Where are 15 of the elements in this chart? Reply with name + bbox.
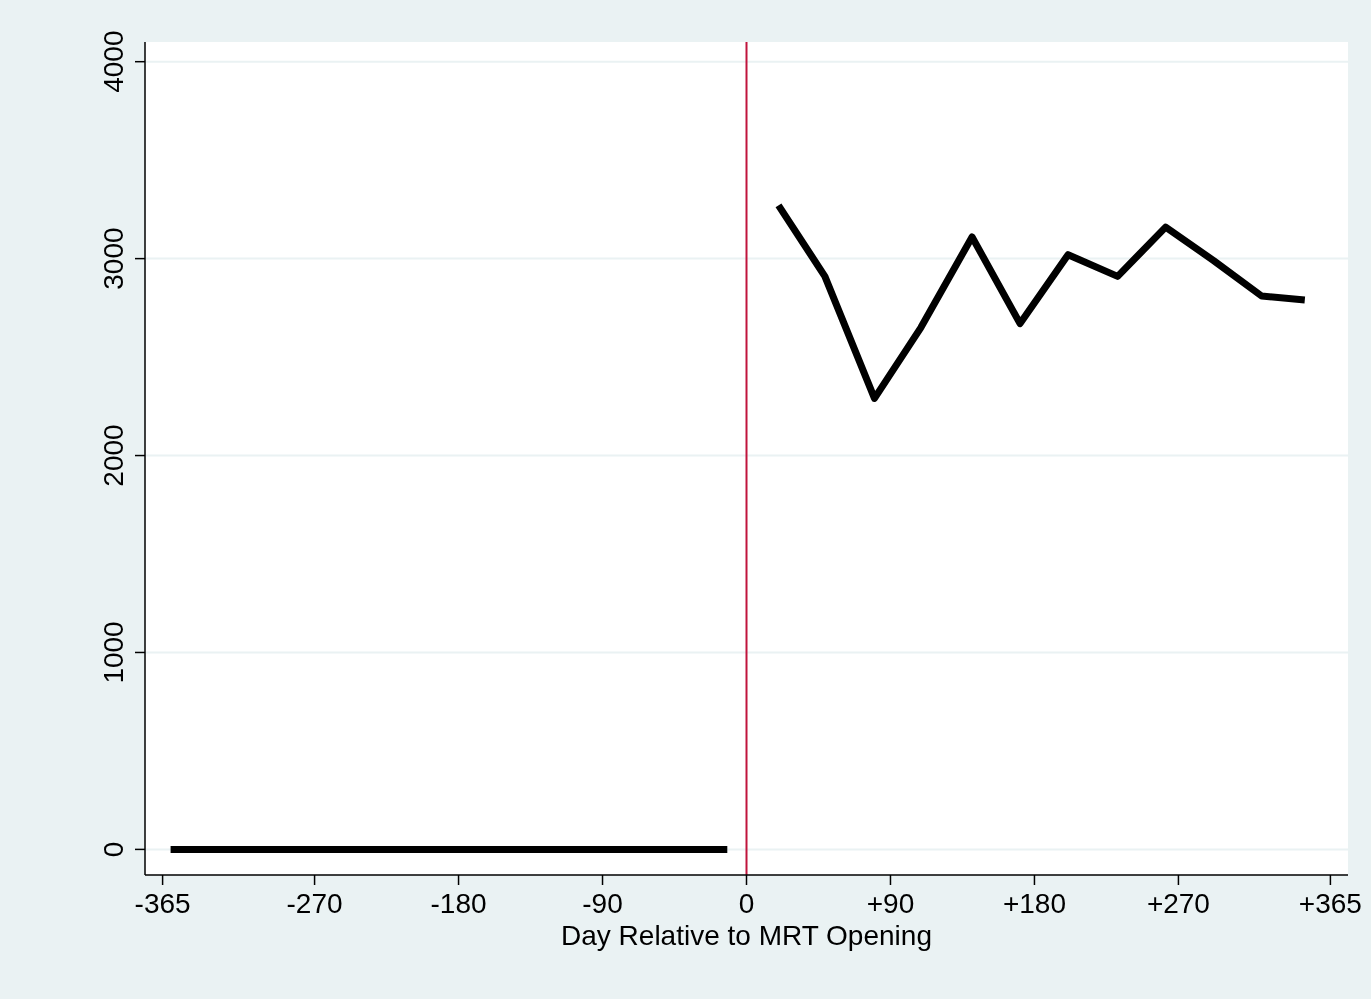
y-tick-label: 3000 <box>98 227 129 290</box>
x-tick-label: +365 <box>1298 888 1362 919</box>
x-tick-label: -270 <box>286 888 343 919</box>
x-tick-label: -90 <box>582 888 623 919</box>
x-tick-label: 0 <box>738 888 755 919</box>
x-tick-label: +90 <box>866 888 915 919</box>
y-tick-label: 2000 <box>98 424 129 487</box>
x-tick-label: -365 <box>134 888 191 919</box>
y-tick-label: 4000 <box>98 30 129 93</box>
x-tick-label: +270 <box>1146 888 1210 919</box>
x-tick-label: +180 <box>1002 888 1066 919</box>
y-tick-label: 0 <box>98 841 129 858</box>
x-axis-title: Day Relative to MRT Opening <box>561 920 932 951</box>
y-tick-label: 1000 <box>98 621 129 684</box>
x-tick-label: -180 <box>430 888 487 919</box>
